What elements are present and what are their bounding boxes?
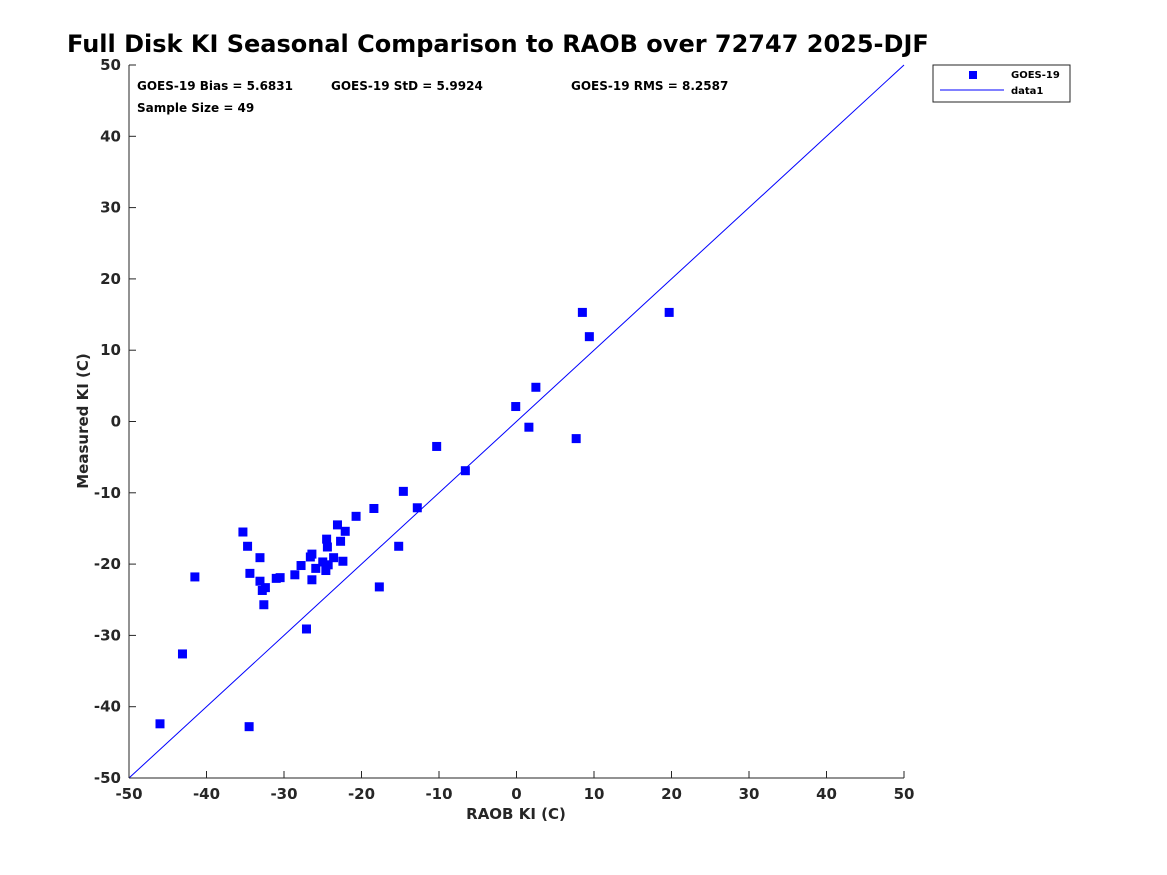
reference-line-data1 (128, 64, 905, 779)
x-tick-label: -20 (348, 785, 375, 803)
x-tick-label: -50 (115, 785, 142, 803)
y-tick-label: -10 (94, 484, 121, 502)
legend: GOES-19 data1 (932, 64, 1071, 103)
data-point (244, 722, 254, 732)
data-point (394, 541, 404, 551)
legend-entry-data1: data1 (1011, 86, 1043, 97)
data-point (524, 422, 534, 432)
y-axis-label: Measured KI (C) (74, 353, 92, 489)
y-tick-label: 30 (100, 199, 121, 217)
y-tick-label: -50 (94, 769, 121, 787)
data-point (238, 527, 248, 537)
y-tick-label: 50 (100, 56, 121, 74)
data-point (531, 382, 541, 392)
stat-rms: GOES-19 RMS = 8.2587 (571, 79, 728, 93)
data-point (336, 536, 346, 546)
data-point (259, 600, 269, 610)
x-tick-label: 20 (661, 785, 682, 803)
data-point (290, 570, 300, 580)
chart-title: Full Disk KI Seasonal Comparison to RAOB… (67, 30, 929, 58)
data-point (311, 563, 321, 573)
data-point (321, 566, 331, 576)
data-point (323, 560, 333, 570)
data-point (275, 573, 285, 583)
data-point (243, 541, 253, 551)
reference-line-layer (128, 64, 905, 779)
x-tick-label: -40 (193, 785, 220, 803)
y-tick-label: -40 (94, 698, 121, 716)
data-point (511, 402, 521, 412)
legend-marker-square-icon (969, 71, 977, 79)
y-tick-label: 20 (100, 270, 121, 288)
data-point (338, 556, 348, 566)
stat-sample-size: Sample Size = 49 (137, 101, 254, 115)
y-tick-label: -20 (94, 555, 121, 573)
data-point (255, 576, 265, 586)
data-point (432, 441, 442, 451)
data-point (318, 557, 328, 567)
data-point (190, 572, 200, 582)
data-point (177, 649, 187, 659)
legend-entry-goes19: GOES-19 (1011, 70, 1060, 81)
x-tick-label: 50 (894, 785, 915, 803)
data-point (255, 553, 265, 563)
x-axis-label: RAOB KI (C) (466, 805, 566, 823)
data-point (374, 582, 384, 592)
x-tick-label: -30 (270, 785, 297, 803)
x-tick-label: 0 (511, 785, 521, 803)
data-point (369, 503, 379, 513)
data-point (155, 719, 165, 729)
data-point (329, 553, 339, 563)
data-point (460, 466, 470, 476)
data-point (340, 526, 350, 536)
data-point (412, 503, 422, 513)
data-point (301, 624, 311, 634)
x-tick-label: 30 (739, 785, 760, 803)
data-point (322, 542, 332, 552)
legend-box (932, 64, 1071, 103)
data-point (307, 549, 317, 559)
x-tick-label: 40 (816, 785, 837, 803)
stat-bias: GOES-19 Bias = 5.6831 (137, 79, 293, 93)
data-point (260, 583, 270, 593)
data-point (584, 332, 594, 342)
data-points-layer (155, 307, 674, 732)
data-point (577, 307, 587, 317)
stat-std: GOES-19 StD = 5.9924 (331, 79, 483, 93)
x-tick-label: -10 (425, 785, 452, 803)
data-point (664, 307, 674, 317)
y-tick-label: 40 (100, 127, 121, 145)
y-tick-label: 0 (111, 413, 121, 431)
data-point (398, 486, 408, 496)
data-point (307, 575, 317, 585)
y-tick-label: 10 (100, 341, 121, 359)
data-point (245, 568, 255, 578)
x-tick-label: 10 (584, 785, 605, 803)
data-point (351, 511, 361, 521)
data-point (571, 434, 581, 444)
x-axis-ticks: -50 -40 -30 -20 -10 0 10 20 30 40 50 (115, 771, 914, 803)
data-point (322, 534, 332, 544)
y-axis-ticks: -50 -40 -30 -20 -10 0 10 20 30 40 50 (94, 56, 136, 787)
data-point (296, 561, 306, 571)
data-point (332, 520, 342, 530)
y-tick-label: -30 (94, 626, 121, 644)
